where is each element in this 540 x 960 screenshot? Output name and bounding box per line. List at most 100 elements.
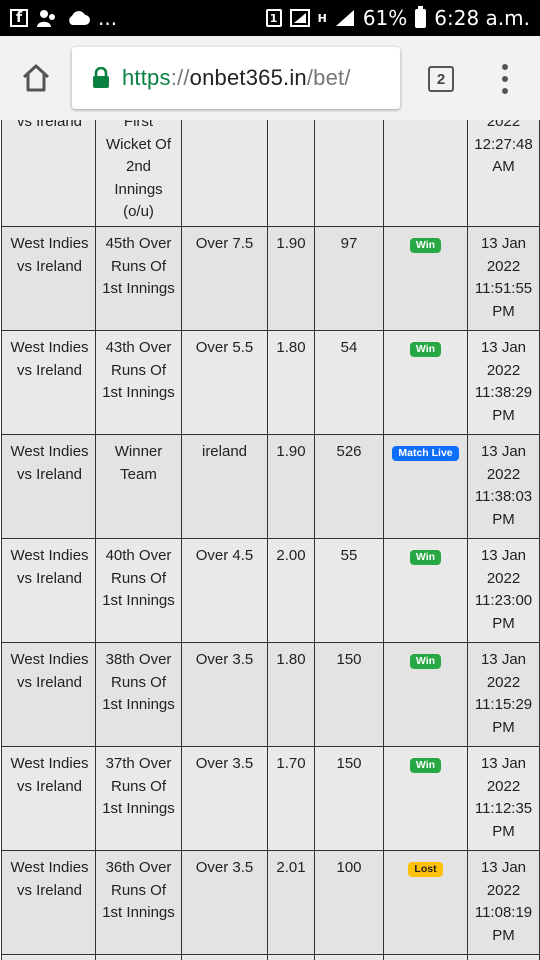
odds-cell-text: 1.80 xyxy=(276,339,306,356)
date-cell: 13 Jan 2022 11:51:55 PM xyxy=(467,226,540,331)
status-cell: Win xyxy=(383,330,468,435)
selection-cell: Over 4.5 xyxy=(181,538,268,643)
odds-cell: 1.70 xyxy=(267,746,315,851)
status-cell xyxy=(383,120,468,227)
bet-row: West Indies vs Ireland 38th Over Runs Of … xyxy=(1,642,540,747)
selection-cell: Over 3.5 xyxy=(181,746,268,851)
odds-cell: 1.80 xyxy=(267,642,315,747)
date-cell-text: 13 Jan 2022 11:51:55 PM xyxy=(474,235,533,320)
facebook-notification-icon: f xyxy=(10,9,28,27)
market-cell xyxy=(95,954,182,960)
status-badge: Win xyxy=(409,342,442,357)
selection-cell: Over 5.5 xyxy=(181,330,268,435)
stake-cell xyxy=(314,120,384,227)
event-cell-text: West Indies vs Ireland xyxy=(10,235,89,275)
stake-cell: 97 xyxy=(314,226,384,331)
home-icon[interactable] xyxy=(20,62,52,94)
date-cell: 2022 12:27:48 AM xyxy=(467,120,540,227)
event-cell: West Indies vs Ireland xyxy=(1,642,96,747)
selection-cell-text: Over 5.5 xyxy=(195,339,254,356)
odds-cell xyxy=(267,954,315,960)
market-cell: 38th Over Runs Of 1st Innings xyxy=(95,642,182,747)
contacts-notification-icon xyxy=(36,8,58,28)
selection-cell-text: Over 4.5 xyxy=(195,547,254,564)
wifi-signal-icon xyxy=(289,9,310,27)
stake-cell: 150 xyxy=(314,642,384,747)
stake-cell xyxy=(314,954,384,960)
event-cell-text: vs Ireland xyxy=(16,120,83,130)
date-cell xyxy=(467,954,540,960)
date-cell-text: 13 Jan 2022 11:38:29 PM xyxy=(474,339,533,424)
stake-cell: 100 xyxy=(314,850,384,955)
market-cell-text: First Wicket Of 2nd Innings (o/u) xyxy=(105,120,171,220)
event-cell-text: West Indies vs Ireland xyxy=(10,443,89,483)
event-cell: West Indies vs Ireland xyxy=(1,434,96,539)
status-badge: Win xyxy=(409,550,442,565)
selection-cell-text: Over 3.5 xyxy=(195,651,254,668)
market-cell: 37th Over Runs Of 1st Innings xyxy=(95,746,182,851)
status-badge: Win xyxy=(409,654,442,669)
odds-cell-text: 2.01 xyxy=(276,859,306,876)
selection-cell: ireland xyxy=(181,434,268,539)
clock: 6:28 a.m. xyxy=(434,6,530,30)
market-cell: Winner Team xyxy=(95,434,182,539)
stake-cell-text: 100 xyxy=(336,859,362,876)
date-cell-text: 13 Jan 2022 11:12:35 PM xyxy=(474,755,533,840)
event-cell: West Indies vs Ireland xyxy=(1,850,96,955)
stake-cell: 526 xyxy=(314,434,384,539)
date-cell-text: 13 Jan 2022 11:08:19 PM xyxy=(474,859,533,944)
status-cell: Win xyxy=(383,746,468,851)
status-cell: Win xyxy=(383,538,468,643)
date-cell-text: 2022 12:27:48 AM xyxy=(474,120,533,175)
event-cell: West Indies vs Ireland xyxy=(1,746,96,851)
status-badge: Match Live xyxy=(392,446,459,461)
address-bar[interactable]: https://onbet365.in/bet/ xyxy=(72,47,400,109)
stake-cell-text: 526 xyxy=(336,443,362,460)
bet-row: West Indies vs Ireland 43th Over Runs Of … xyxy=(1,330,540,435)
selection-cell-text: Over 7.5 xyxy=(195,235,254,252)
tab-switcher-button[interactable]: 2 xyxy=(428,66,454,92)
odds-cell-text: 1.70 xyxy=(276,755,306,772)
odds-cell-text: 2.00 xyxy=(276,547,306,564)
event-cell: vs Ireland xyxy=(1,120,96,227)
odds-cell-text: 1.90 xyxy=(276,235,306,252)
market-cell: 43th Over Runs Of 1st Innings xyxy=(95,330,182,435)
overflow-menu-icon[interactable] xyxy=(500,64,510,94)
market-cell-text: Winner Team xyxy=(114,443,163,483)
bet-row: West Indies vs Ireland Winner Team ireland… xyxy=(1,434,540,539)
bet-row xyxy=(1,954,540,960)
url-text[interactable]: https://onbet365.in/bet/ xyxy=(122,65,351,90)
odds-cell-text: 1.90 xyxy=(276,443,306,460)
date-cell: 13 Jan 2022 11:38:29 PM xyxy=(467,330,540,435)
bet-history-table: vs Ireland First Wicket Of 2nd Innings (o… xyxy=(1,120,540,960)
stake-cell-text: 54 xyxy=(340,339,358,356)
selection-cell-text: ireland xyxy=(201,443,248,460)
bet-row: West Indies vs Ireland 37th Over Runs Of … xyxy=(1,746,540,851)
date-cell: 13 Jan 2022 11:15:29 PM xyxy=(467,642,540,747)
market-cell: 36th Over Runs Of 1st Innings xyxy=(95,850,182,955)
date-cell-text: 13 Jan 2022 11:23:00 PM xyxy=(474,547,533,632)
lock-icon[interactable] xyxy=(92,66,110,89)
market-cell-text: 45th Over Runs Of 1st Innings xyxy=(102,235,175,297)
battery-percent: 61% xyxy=(362,6,408,30)
status-cell xyxy=(383,954,468,960)
more-notifications-dots: ... xyxy=(98,6,118,30)
odds-cell-text: 1.80 xyxy=(276,651,306,668)
market-cell-text: 40th Over Runs Of 1st Innings xyxy=(102,547,175,609)
browser-toolbar: https://onbet365.in/bet/ 2 xyxy=(0,36,540,120)
bet-history-content: vs Ireland First Wicket Of 2nd Innings (o… xyxy=(0,120,540,960)
market-cell-text: 37th Over Runs Of 1st Innings xyxy=(102,755,175,817)
date-cell-text: 13 Jan 2022 11:15:29 PM xyxy=(474,651,533,736)
event-cell xyxy=(1,954,96,960)
selection-cell: Over 7.5 xyxy=(181,226,268,331)
selection-cell-text: Over 3.5 xyxy=(195,755,254,772)
sim-card-icon: 1 xyxy=(265,9,282,27)
event-cell: West Indies vs Ireland xyxy=(1,330,96,435)
stake-cell-text: 150 xyxy=(336,755,362,772)
event-cell-text: West Indies vs Ireland xyxy=(10,339,89,379)
stake-cell: 55 xyxy=(314,538,384,643)
cloud-icon xyxy=(66,10,90,26)
odds-cell: 2.01 xyxy=(267,850,315,955)
status-badge: Win xyxy=(409,238,442,253)
date-cell: 13 Jan 2022 11:08:19 PM xyxy=(467,850,540,955)
